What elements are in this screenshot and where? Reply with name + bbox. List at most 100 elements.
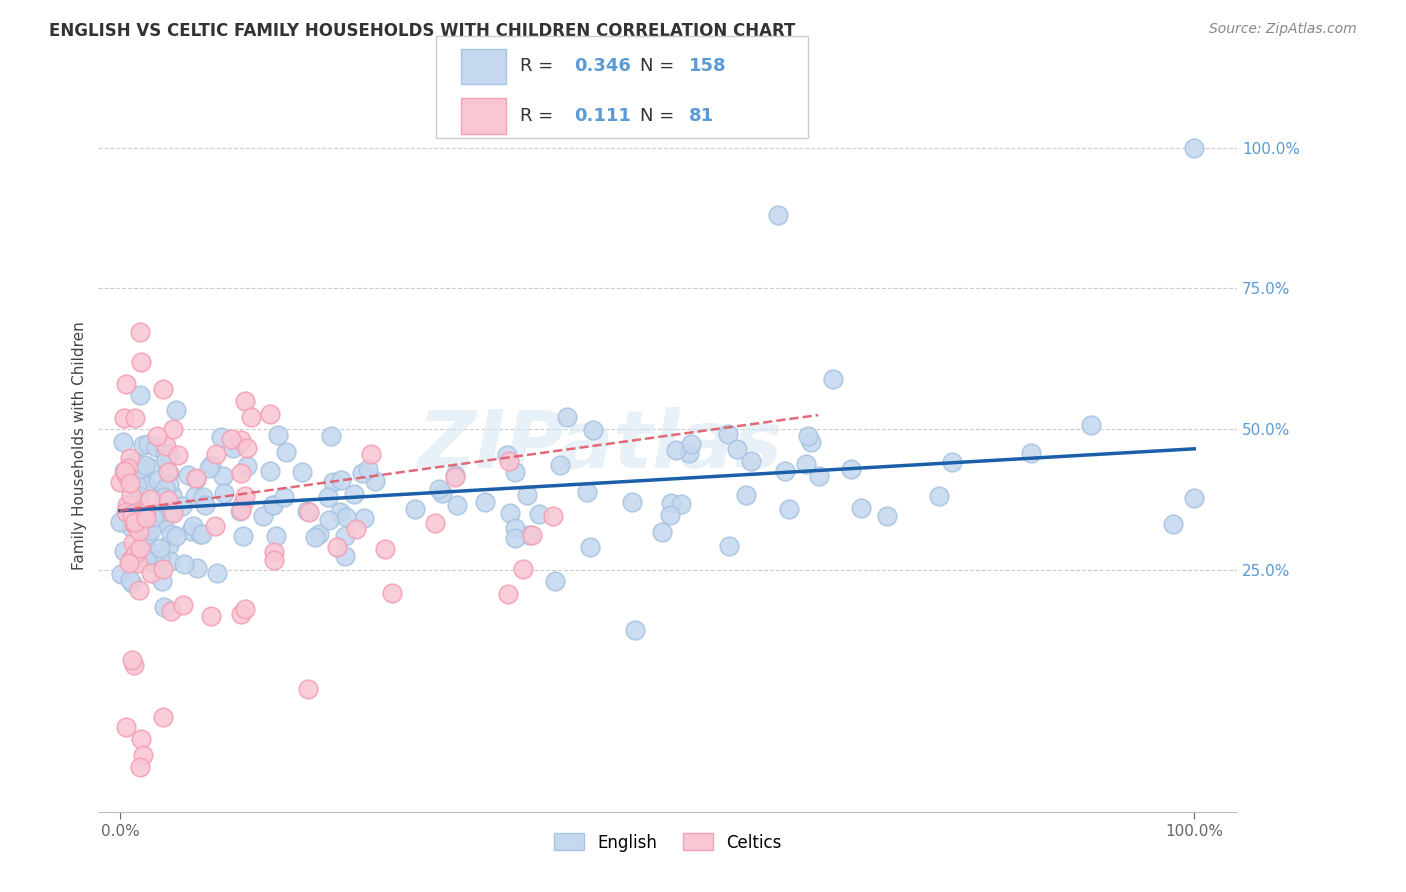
Point xyxy=(325,540,347,554)
Point xyxy=(333,529,356,543)
Point xyxy=(124,516,146,531)
Point xyxy=(152,562,174,576)
Point xyxy=(129,388,152,402)
Point xyxy=(308,527,330,541)
Point xyxy=(262,498,284,512)
Point xyxy=(155,453,177,467)
Point xyxy=(165,529,187,543)
Point xyxy=(124,511,146,525)
Point xyxy=(209,430,232,444)
Point xyxy=(443,470,465,484)
Text: Source: ZipAtlas.com: Source: ZipAtlas.com xyxy=(1209,22,1357,37)
Point xyxy=(128,489,150,503)
Point xyxy=(360,447,382,461)
Point xyxy=(172,499,194,513)
Point xyxy=(778,502,800,516)
Point xyxy=(522,528,544,542)
Point xyxy=(318,513,340,527)
Point xyxy=(129,760,152,774)
Point xyxy=(145,440,167,454)
Point xyxy=(115,720,138,734)
Point xyxy=(794,458,817,472)
Point xyxy=(291,465,314,479)
Point xyxy=(134,458,156,472)
Point xyxy=(114,464,136,478)
Point xyxy=(112,464,135,478)
Point xyxy=(264,529,287,543)
Point xyxy=(142,509,165,524)
Point xyxy=(232,529,254,543)
Point xyxy=(118,499,141,513)
Point xyxy=(263,545,285,559)
Point xyxy=(160,604,183,618)
Point xyxy=(516,488,538,502)
Point xyxy=(259,407,281,421)
Point xyxy=(138,518,160,533)
Point xyxy=(122,536,145,550)
Point xyxy=(941,455,963,469)
Point xyxy=(799,435,821,450)
Point xyxy=(114,464,136,478)
Point xyxy=(200,609,222,624)
Point xyxy=(273,491,295,505)
Point xyxy=(128,325,150,339)
Point xyxy=(188,527,211,541)
Point xyxy=(134,521,156,535)
Point xyxy=(665,443,688,458)
Point xyxy=(118,574,141,588)
Point xyxy=(322,475,344,490)
Point xyxy=(263,553,285,567)
Point xyxy=(127,556,149,570)
Point xyxy=(267,428,290,442)
Point xyxy=(124,499,146,513)
Point xyxy=(259,464,281,478)
Point xyxy=(110,567,132,582)
Point xyxy=(167,448,190,462)
Point xyxy=(274,445,297,459)
Point xyxy=(108,516,131,530)
Point xyxy=(374,542,396,557)
Point xyxy=(124,410,146,425)
Point xyxy=(157,538,180,552)
Point xyxy=(204,446,226,460)
Text: 158: 158 xyxy=(689,57,727,76)
Point xyxy=(740,454,762,468)
Point xyxy=(125,479,148,493)
Point xyxy=(350,467,373,481)
Point xyxy=(669,497,692,511)
Point xyxy=(495,448,517,462)
Text: R =: R = xyxy=(520,57,560,76)
Point xyxy=(357,462,380,476)
Point xyxy=(543,509,565,524)
Point xyxy=(427,482,450,496)
Point xyxy=(136,437,159,451)
Point xyxy=(159,505,181,519)
Point xyxy=(498,506,520,520)
Point xyxy=(233,489,256,503)
Point xyxy=(446,498,468,512)
Point xyxy=(146,473,169,487)
Point xyxy=(681,436,703,450)
Point xyxy=(120,520,142,534)
Point xyxy=(135,511,157,525)
Point xyxy=(157,467,180,481)
Point xyxy=(129,731,152,746)
Point xyxy=(304,530,326,544)
Point xyxy=(118,553,141,567)
Point xyxy=(115,503,138,517)
Point xyxy=(624,623,647,637)
Point xyxy=(581,423,603,437)
Point xyxy=(231,607,253,621)
Point xyxy=(335,510,357,524)
Point xyxy=(157,446,180,460)
Text: 0.346: 0.346 xyxy=(574,57,630,76)
Text: N =: N = xyxy=(640,107,679,125)
Point xyxy=(155,482,177,496)
Point xyxy=(160,527,183,541)
Point xyxy=(124,515,146,529)
Point xyxy=(135,504,157,518)
Point xyxy=(152,710,174,724)
Point xyxy=(152,515,174,529)
Point xyxy=(138,460,160,475)
Point xyxy=(579,540,602,554)
